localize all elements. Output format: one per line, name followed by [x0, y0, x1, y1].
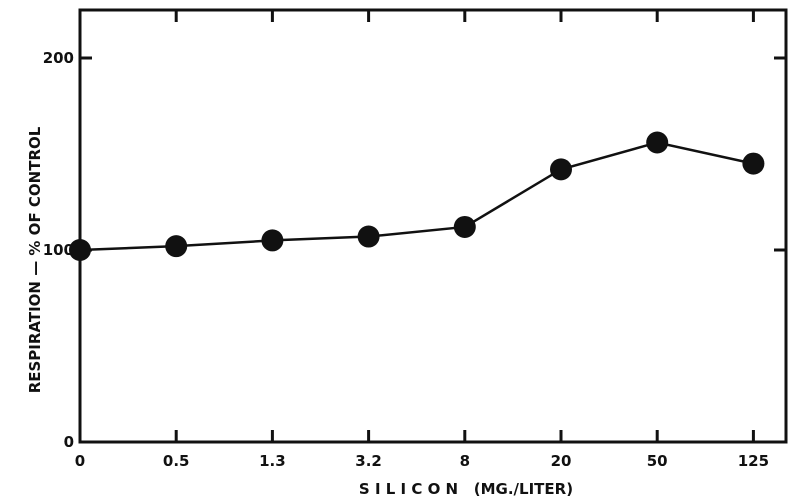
- data-point: [453, 215, 476, 238]
- y-tick-label: 100: [43, 241, 74, 259]
- data-point: [742, 152, 765, 175]
- tick-labels: 0 0.5 1.3 3.2 8 20 50 125 0 100 200: [43, 49, 769, 470]
- x-tick-label: 20: [551, 452, 572, 470]
- x-tick-label: 0: [75, 452, 85, 470]
- data-point: [165, 235, 188, 258]
- data-point: [69, 239, 91, 261]
- series-line: [79, 141, 754, 252]
- x-tick-label: 8: [460, 452, 470, 470]
- x-tick-label: 0.5: [163, 452, 190, 470]
- data-point: [646, 131, 669, 154]
- x-tick-label: 1.3: [259, 452, 286, 470]
- data-point: [550, 158, 572, 181]
- plot-frame: [78, 8, 788, 444]
- y-tick-label: 0: [64, 433, 74, 451]
- data-point: [357, 225, 380, 248]
- x-axis-title: S I L I C O N (MG./LITER): [359, 480, 573, 498]
- y-tick-label: 200: [43, 49, 74, 67]
- data-point: [261, 229, 284, 252]
- x-tick-label: 3.2: [355, 452, 382, 470]
- x-tick-label: 125: [738, 452, 769, 470]
- y-axis-title: RESPIRATION — % OF CONTROL: [26, 126, 44, 393]
- ticks: [80, 10, 786, 442]
- x-tick-label: 50: [647, 452, 668, 470]
- series: [69, 131, 765, 261]
